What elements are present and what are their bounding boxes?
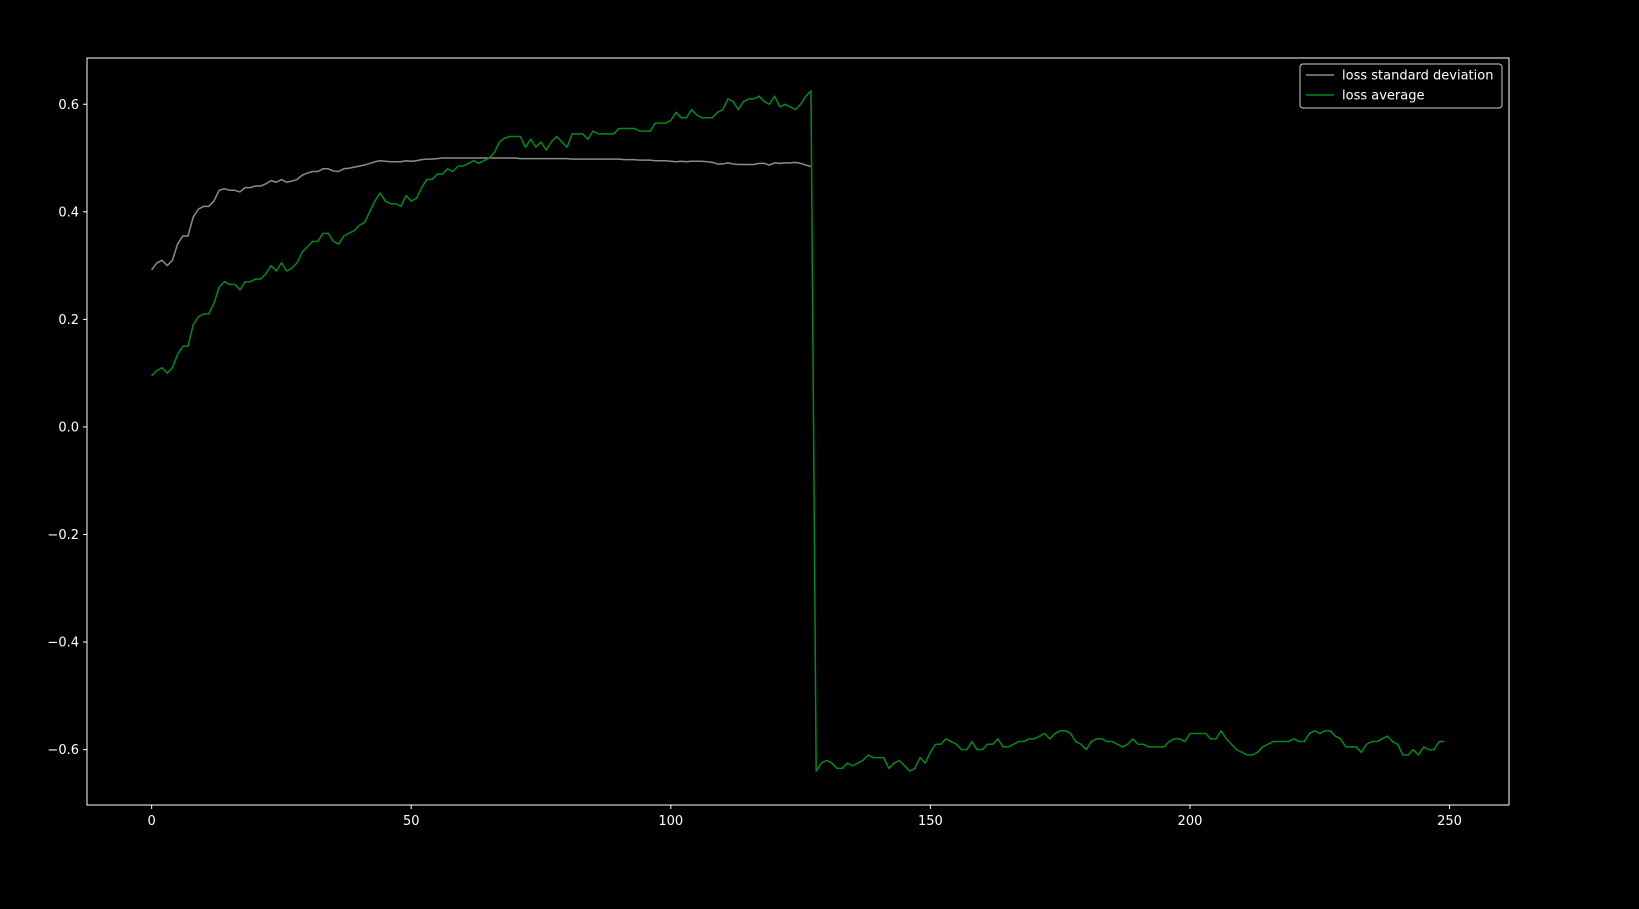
x-tick-label: 0: [147, 814, 155, 829]
legend: loss standard deviation loss average: [1299, 63, 1503, 109]
legend-label-std: loss standard deviation: [1342, 69, 1493, 84]
legend-label-avg: loss average: [1342, 89, 1424, 104]
x-tick-label: 250: [1437, 814, 1462, 829]
y-tick-label: 0.0: [58, 420, 79, 435]
series-line-loss-average: [151, 90, 1445, 772]
x-tick-label: 200: [1178, 814, 1203, 829]
series-lines: [151, 90, 1445, 772]
y-tick-label: 0.2: [58, 313, 79, 328]
x-tick-label: 100: [658, 814, 683, 829]
y-tick-label: 0.6: [58, 98, 79, 113]
y-tick-label: 0.4: [58, 205, 79, 220]
y-axis: −0.6 −0.4 −0.2 0.0 0.2 0.4 0.6: [47, 98, 87, 758]
y-tick-label: −0.2: [47, 528, 79, 543]
x-tick-label: 50: [403, 814, 420, 829]
y-tick-label: −0.6: [47, 743, 79, 758]
plot-area: [86, 57, 1510, 806]
x-tick-label: 150: [918, 814, 943, 829]
x-axis: 0 50 100 150 200 250: [147, 805, 1462, 829]
y-tick-label: −0.4: [47, 636, 79, 651]
legend-box: [1299, 63, 1503, 109]
series-line-loss-standard-deviation: [151, 157, 812, 271]
